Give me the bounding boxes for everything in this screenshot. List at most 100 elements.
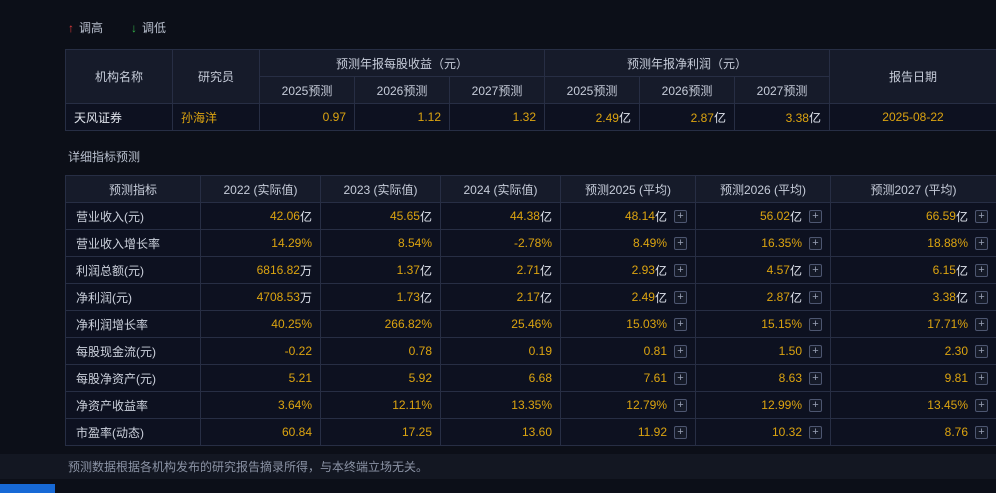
org-name-link[interactable]: 天风证券 <box>65 103 173 131</box>
value-wrap: 8.63 + <box>704 371 822 385</box>
plus-button[interactable]: + <box>674 425 687 439</box>
forecast-value-cell: 2.93 亿 + <box>560 256 696 284</box>
actual-value-cell: 5.21 <box>200 364 321 392</box>
plus-button[interactable]: + <box>975 290 988 304</box>
value-number: 12.11% <box>392 398 432 412</box>
value-number: 17.25 <box>401 425 432 439</box>
value-number: 60.84 <box>281 425 312 439</box>
actual-value-cell: 0.19 <box>440 337 561 365</box>
plus-button[interactable]: + <box>975 263 988 277</box>
value-wrap: 15.15% + <box>704 317 822 331</box>
value-number: 2.30 <box>944 344 968 358</box>
value-unit: 亿 <box>654 209 667 224</box>
taskbar-fragment <box>0 484 55 493</box>
section-title: 详细指标预测 <box>68 150 141 164</box>
value-number: 17.71% <box>927 317 968 331</box>
down-arrow-icon: ↓ <box>131 20 138 35</box>
plus-button[interactable]: + <box>975 398 988 412</box>
plus-button[interactable]: + <box>809 398 822 412</box>
value-unit: 亿 <box>419 290 432 305</box>
plus-button[interactable]: + <box>809 425 822 439</box>
value-number: 16.35% <box>761 236 802 250</box>
plus-button[interactable]: + <box>809 371 822 385</box>
value-number: 8.49% <box>632 236 667 250</box>
value-number: 13.35% <box>511 398 552 412</box>
forecast-value-cell: 66.59 亿 + <box>830 202 996 230</box>
value-number: 0.19 <box>528 344 552 358</box>
plus-button[interactable]: + <box>809 236 822 250</box>
plus-button[interactable]: + <box>674 236 687 250</box>
plus-button[interactable]: + <box>975 236 988 250</box>
plus-button[interactable]: + <box>809 209 822 223</box>
value-wrap: 13.35% <box>449 398 552 412</box>
value-wrap: 2.30 + <box>839 344 988 358</box>
plus-button[interactable]: + <box>674 398 687 412</box>
value-number: 66.59 <box>925 209 956 223</box>
col-subheader-profit-2025: 2025预测 <box>544 76 640 104</box>
table-row: 净资产收益率 3.64% 12.11% 13.35% 12.79% +12.99% +13.… <box>65 391 996 419</box>
value-unit: 亿 <box>654 290 667 305</box>
col-header-forecast-2027: 预测2027 (平均) <box>830 175 996 203</box>
plus-button[interactable]: + <box>975 425 988 439</box>
value-number: 8.63 <box>778 371 802 385</box>
value-number: -0.22 <box>284 344 312 358</box>
value-number: 6816.82 <box>256 263 300 277</box>
profit-2026-cell: 2.87亿 <box>639 103 735 131</box>
forecast-value-cell: 8.76 + <box>830 418 996 446</box>
table-row: 天风证券 孙海洋 0.97 1.12 1.32 2.49亿 2.87亿 3.38… <box>65 103 996 131</box>
indicator-label: 市盈率(动态) <box>65 418 201 446</box>
actual-value-cell: 42.06 亿 <box>200 202 321 230</box>
value-number: 10.32 <box>771 425 802 439</box>
plus-button[interactable]: + <box>809 263 822 277</box>
value-wrap: 5.21 <box>209 371 312 385</box>
indicator-label: 利润总额(元) <box>65 256 201 284</box>
value-wrap: 1.37 亿 <box>329 262 432 279</box>
actual-value-cell: 5.92 <box>320 364 441 392</box>
researcher-link[interactable]: 孙海洋 <box>172 103 260 131</box>
value-number: 25.46% <box>511 317 552 331</box>
value-number: 13.60 <box>521 425 552 439</box>
table-row: 净利润增长率 40.25% 266.82% 25.46% 15.03% +15.15% +1… <box>65 310 996 338</box>
value-wrap: 266.82% <box>329 317 432 331</box>
value-wrap: 44.38 亿 <box>449 208 552 225</box>
forecast-value-cell: 8.49% + <box>560 229 696 257</box>
value-wrap: 25.46% <box>449 317 552 331</box>
value-unit: 亿 <box>955 263 968 278</box>
detail-table: 预测指标 2022 (实际值) 2023 (实际值) 2024 (实际值) 预测… <box>65 175 996 446</box>
col-group-profit: 预测年报净利润（元） <box>544 49 830 77</box>
value-wrap: 8.49% + <box>569 236 687 250</box>
value-wrap: 12.99% + <box>704 398 822 412</box>
plus-button[interactable]: + <box>674 344 687 358</box>
value-wrap: 12.79% + <box>569 398 687 412</box>
value-number: 11.92 <box>637 425 667 439</box>
plus-button[interactable]: + <box>809 344 822 358</box>
plus-button[interactable]: + <box>674 290 687 304</box>
plus-button[interactable]: + <box>975 317 988 331</box>
profit-2025-cell: 2.49亿 <box>544 103 640 131</box>
value-number: 2.93 <box>631 263 655 277</box>
value-number: 1.37 <box>396 263 420 277</box>
col-subheader-profit-2026: 2026预测 <box>639 76 735 104</box>
plus-button[interactable]: + <box>809 317 822 331</box>
value-number: 6.15 <box>932 263 956 277</box>
plus-button[interactable]: + <box>674 371 687 385</box>
legend-raise-label: 调高 <box>79 21 104 35</box>
detail-header-row: 预测指标 2022 (实际值) 2023 (实际值) 2024 (实际值) 预测… <box>65 175 996 203</box>
value-number: 8.54% <box>397 236 432 250</box>
actual-value-cell: 13.35% <box>440 391 561 419</box>
legend-lower-label: 调低 <box>142 21 167 35</box>
plus-button[interactable]: + <box>975 344 988 358</box>
value-wrap: 66.59 亿 + <box>839 208 988 225</box>
plus-button[interactable]: + <box>674 209 687 223</box>
plus-button[interactable]: + <box>674 317 687 331</box>
value-number: 4.57 <box>766 263 790 277</box>
value-number: 48.14 <box>624 209 655 223</box>
forecast-table: 机构名称 研究员 预测年报每股收益（元） 预测年报净利润（元） 报告日期 202… <box>65 49 996 131</box>
plus-button[interactable]: + <box>975 371 988 385</box>
plus-button[interactable]: + <box>975 209 988 223</box>
plus-button[interactable]: + <box>674 263 687 277</box>
value-unit: 亿 <box>299 209 312 224</box>
plus-button[interactable]: + <box>809 290 822 304</box>
value-number: 2.49 <box>631 290 655 304</box>
legend-raise: ↑ 调高 <box>68 19 103 36</box>
